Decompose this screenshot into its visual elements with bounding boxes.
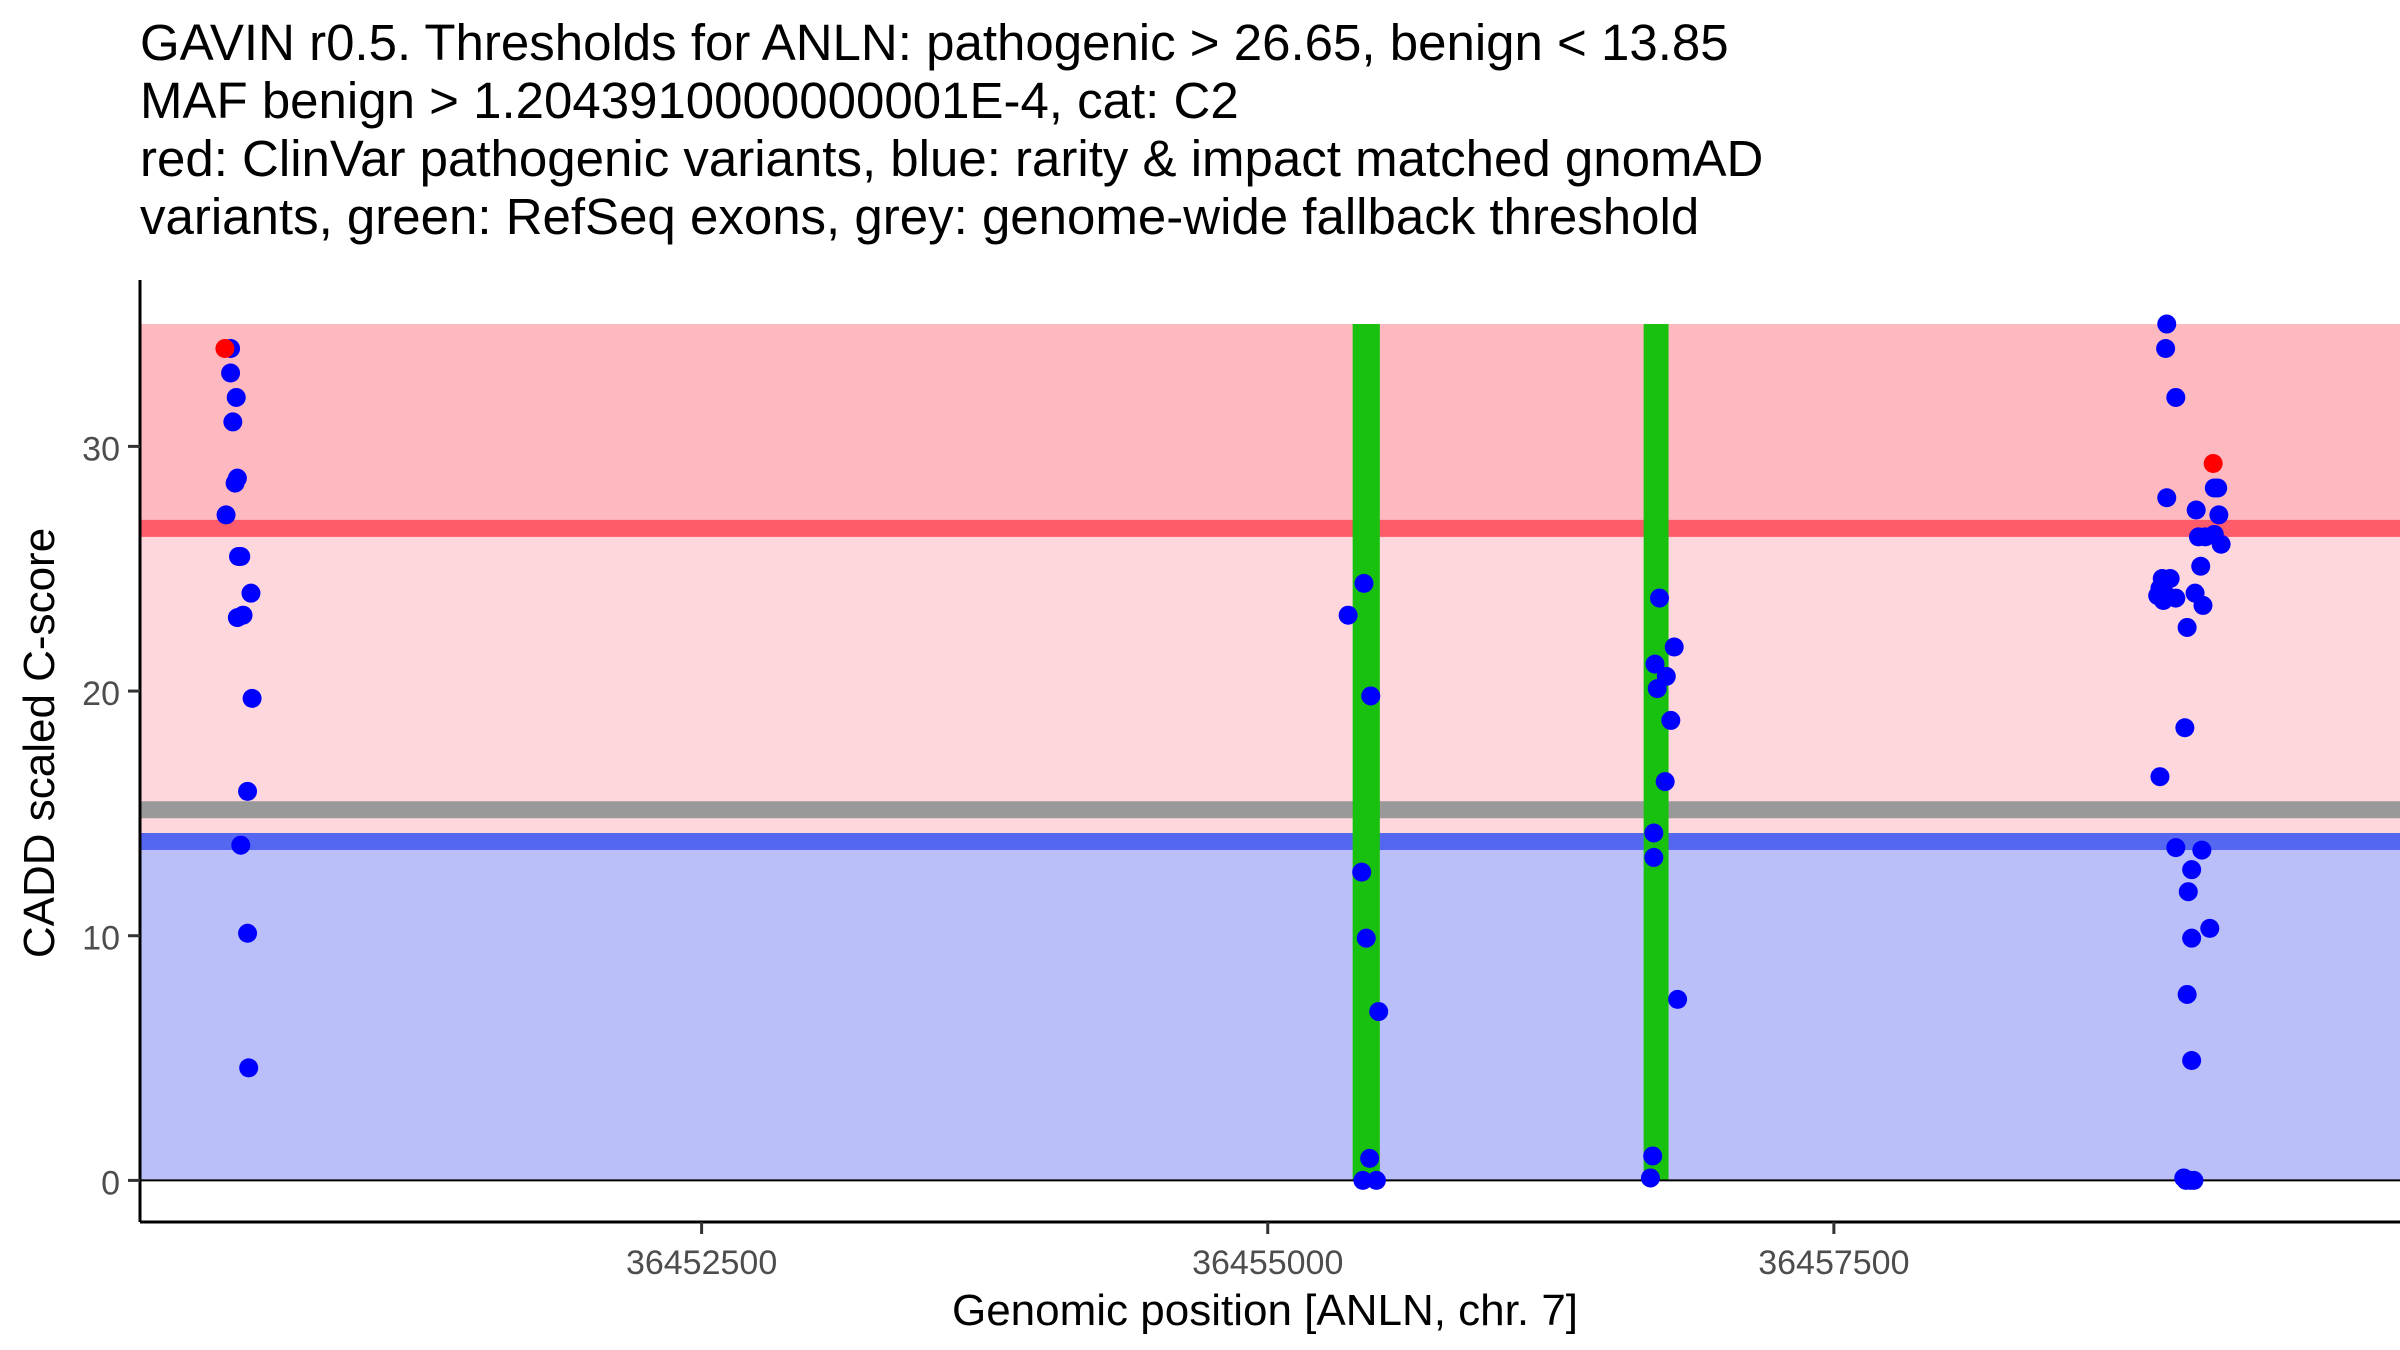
- gnomad-point: [2177, 984, 2197, 1004]
- gnomad-point: [1366, 1170, 1386, 1190]
- gnomad-point: [1661, 710, 1681, 730]
- threshold-lines: [140, 519, 2400, 851]
- gnomad-point: [231, 835, 251, 855]
- gnomad-point: [1644, 823, 1664, 843]
- pathogenic-zone: [140, 324, 2400, 529]
- gnomad-point: [2186, 500, 2206, 520]
- gnomad-point: [2192, 840, 2212, 860]
- title-line: red: ClinVar pathogenic variants, blue: …: [140, 130, 1764, 187]
- y-tick-label: 20: [82, 675, 120, 713]
- gnomad-point: [241, 583, 261, 603]
- gnomad-point: [2156, 339, 2176, 359]
- variant-points: [215, 314, 2231, 1190]
- y-tick-label: 0: [101, 1164, 120, 1202]
- x-tick-label: 36457500: [1758, 1244, 1909, 1282]
- gnomad-point: [242, 688, 262, 708]
- gnomad-point: [2209, 505, 2229, 525]
- gnomad-point: [1645, 654, 1665, 674]
- gnomad-point: [2182, 860, 2202, 880]
- chart-title: GAVIN r0.5. Thresholds for ANLN: pathoge…: [140, 14, 2380, 246]
- clinvar-point: [2203, 454, 2223, 474]
- title-line: GAVIN r0.5. Thresholds for ANLN: pathoge…: [140, 14, 1729, 71]
- gnomad-point: [2157, 488, 2177, 508]
- x-tick-label: 36452500: [626, 1244, 777, 1282]
- gnomad-point: [1352, 862, 1372, 882]
- gnomad-point: [239, 1058, 259, 1078]
- gnomad-point: [2157, 314, 2177, 334]
- clinvar-point: [215, 339, 235, 359]
- exon-bar: [1352, 324, 1380, 1181]
- x-tick-label: 36455000: [1192, 1244, 1343, 1282]
- gnomad-point: [2208, 478, 2228, 498]
- gnomad-point: [229, 546, 249, 566]
- gnomad-point: [1360, 1148, 1380, 1168]
- intermediate-zone: [140, 528, 2400, 842]
- x-axis-label: Genomic position [ANLN, chr. 7]: [952, 1286, 1578, 1335]
- gnomad-point: [2178, 882, 2198, 902]
- y-axis-ticks: 0 10 20 30: [82, 430, 140, 1202]
- gnomad-point: [2195, 527, 2215, 547]
- gnomad-point: [1664, 637, 1684, 657]
- gnomad-point: [238, 781, 258, 801]
- gnomad-point: [233, 605, 253, 625]
- gnomad-point: [1640, 1168, 1660, 1188]
- y-tick-label: 30: [82, 430, 120, 468]
- gnomad-point: [1354, 573, 1374, 593]
- gnomad-point: [2182, 1051, 2202, 1071]
- exon-bars: [1352, 324, 1669, 1181]
- gnomad-point: [1643, 1146, 1663, 1166]
- gnomad-point: [1649, 588, 1669, 608]
- gnomad-point: [2211, 534, 2231, 554]
- gnomad-point: [2166, 838, 2186, 858]
- gnomad-point: [1356, 928, 1376, 948]
- gnomad-point: [1644, 847, 1664, 867]
- title-line: MAF benign > 1.2043910000000001E-4, cat:…: [140, 72, 1239, 129]
- y-tick-label: 10: [82, 920, 120, 958]
- gnomad-point: [1668, 989, 1688, 1009]
- gnomad-point: [227, 468, 247, 488]
- gnomad-point: [1353, 1170, 1373, 1190]
- gnomad-point: [221, 363, 241, 383]
- gnomad-point: [1338, 605, 1358, 625]
- gnomad-point: [2191, 556, 2211, 576]
- gnomad-point: [1369, 1002, 1389, 1022]
- title-line: variants, green: RefSeq exons, grey: gen…: [140, 188, 1700, 245]
- gnomad-point: [1647, 679, 1667, 699]
- y-axis-label: CADD scaled C-score: [15, 528, 64, 958]
- gnomad-point: [216, 505, 236, 525]
- gnomad-point: [1361, 686, 1381, 706]
- gnomad-point: [226, 387, 246, 407]
- gnomad-point: [2166, 588, 2186, 608]
- gnomad-point: [2177, 617, 2197, 637]
- gnomad-point: [223, 412, 243, 432]
- gnomad-point: [2184, 1170, 2204, 1190]
- gnomad-point: [2150, 767, 2170, 787]
- gnomad-point: [2182, 928, 2202, 948]
- gnomad-point: [2175, 718, 2195, 738]
- gnomad-point: [2200, 918, 2220, 938]
- gnomad-point: [2166, 387, 2186, 407]
- gnomad-point: [2193, 595, 2213, 615]
- gnomad-point: [1655, 772, 1675, 792]
- exon-bar: [1643, 324, 1669, 1181]
- x-axis-ticks: 36452500 36455000 36457500: [626, 1222, 1910, 1282]
- gnomad-point: [238, 923, 258, 943]
- threshold-zones: [140, 324, 2400, 1181]
- benign-zone: [140, 841, 2400, 1181]
